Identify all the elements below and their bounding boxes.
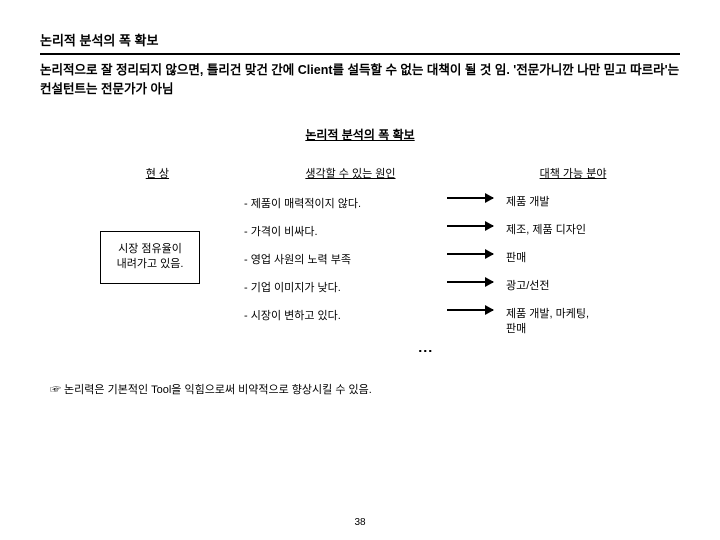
section-title: 논리적 분석의 폭 확보 bbox=[40, 126, 680, 143]
cause-text: - 제품이 매력적이지 않다. bbox=[240, 195, 440, 211]
phenomenon-wrap: 시장 점유율이내려가고 있음. bbox=[100, 195, 200, 284]
arrow-icon bbox=[447, 309, 493, 311]
footnote-text: ☞ 논리력은 기본적인 Tool을 익힘으로써 비약적으로 향상시킬 수 있음. bbox=[40, 381, 680, 397]
analysis-row: - 제품이 매력적이지 않다. 제품 개발 bbox=[240, 195, 640, 211]
analysis-row: - 시장이 변하고 있다. 제품 개발, 마케팅,판매 bbox=[240, 307, 640, 337]
cause-text: - 기업 이미지가 낮다. bbox=[240, 279, 440, 295]
vertical-dots-icon: ⋮ bbox=[418, 343, 434, 361]
header-cause: 생각할 수 있는 원인 bbox=[255, 165, 446, 181]
arrow-icon bbox=[447, 281, 493, 283]
arrow-icon bbox=[447, 253, 493, 255]
target-text: 제품 개발 bbox=[500, 195, 640, 210]
content-area: 현 상 생각할 수 있는 원인 대책 가능 분야 시장 점유율이내려가고 있음.… bbox=[40, 165, 680, 362]
target-text: 제조, 제품 디자인 bbox=[500, 223, 640, 238]
header-target: 대책 가능 분야 bbox=[506, 165, 640, 181]
analysis-row: - 기업 이미지가 낮다. 광고/선전 bbox=[240, 279, 640, 295]
arrow-cell bbox=[440, 251, 500, 255]
header-phenomenon: 현 상 bbox=[100, 165, 215, 181]
analysis-row: - 영업 사원의 노력 부족 판매 bbox=[240, 251, 640, 267]
arrow-icon bbox=[447, 197, 493, 199]
arrow-icon bbox=[447, 225, 493, 227]
target-text: 제품 개발, 마케팅,판매 bbox=[500, 307, 640, 337]
arrow-cell bbox=[440, 279, 500, 283]
column-headers: 현 상 생각할 수 있는 원인 대책 가능 분야 bbox=[100, 165, 640, 181]
page-title: 논리적 분석의 폭 확보 bbox=[40, 30, 680, 55]
row-area: 시장 점유율이내려가고 있음. - 제품이 매력적이지 않다. 제품 개발 - … bbox=[100, 195, 640, 362]
analysis-row: - 가격이 비싸다. 제조, 제품 디자인 bbox=[240, 223, 640, 239]
target-text: 광고/선전 bbox=[500, 279, 640, 294]
cause-text: - 영업 사원의 노력 부족 bbox=[240, 251, 440, 267]
cause-text: - 가격이 비싸다. bbox=[240, 223, 440, 239]
arrow-cell bbox=[440, 307, 500, 311]
arrow-cell bbox=[440, 195, 500, 199]
arrow-cell bbox=[440, 223, 500, 227]
phenomenon-box: 시장 점유율이내려가고 있음. bbox=[100, 231, 200, 284]
cause-text: - 시장이 변하고 있다. bbox=[240, 307, 440, 323]
target-text: 판매 bbox=[500, 251, 640, 266]
page-number: 38 bbox=[354, 517, 365, 528]
page-subtitle: 논리적으로 잘 정리되지 않으면, 틀리건 맞건 간에 Client를 설득할 … bbox=[40, 61, 680, 100]
rows-list: - 제품이 매력적이지 않다. 제품 개발 - 가격이 비싸다. 제조, 제품 … bbox=[240, 195, 640, 362]
